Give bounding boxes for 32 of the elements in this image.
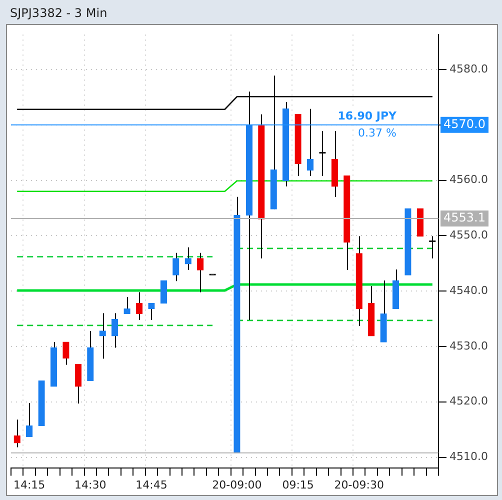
x-tick-label: 14:30	[74, 478, 106, 492]
candlestick	[62, 342, 70, 366]
annotation: 0.37 %	[358, 126, 397, 140]
candlestick	[196, 252, 204, 293]
y-tick-label: 4550.0	[450, 228, 488, 242]
candlestick	[136, 292, 143, 320]
y-tick-label: 4510.0	[450, 450, 488, 464]
y-tick-label: 4540.0	[450, 284, 488, 297]
candlestick	[99, 312, 106, 360]
y-tick-label: 4520.0	[450, 394, 488, 408]
candlestick	[172, 252, 180, 282]
y-tick-label: 4560.0	[450, 173, 488, 186]
candlestick	[124, 296, 130, 314]
candlestick	[184, 246, 192, 271]
candlestick	[74, 364, 82, 404]
annotation: 16.90 JPY	[338, 109, 398, 122]
ref-line-label: 4553.1	[444, 210, 486, 225]
y-tick-label: 4580.0	[450, 62, 488, 76]
y-tick-label: 4530.0	[450, 339, 488, 352]
chart-title: SJPJ3382 - 3 Min	[10, 6, 108, 20]
x-tick-label: 14:15	[13, 478, 46, 492]
candlestick	[160, 280, 168, 304]
candlestick	[26, 402, 33, 438]
candlestick	[148, 302, 155, 320]
x-tick-label: 09:15	[282, 478, 314, 492]
x-tick-label: 20-09:00	[212, 478, 262, 492]
ref-line-label: 4570.0	[444, 117, 486, 132]
x-tick-label: 20-09:30	[334, 478, 384, 492]
candlestick	[111, 312, 118, 348]
candlestick	[306, 108, 314, 176]
candlestick	[14, 419, 20, 448]
x-tick-label: 14:45	[136, 478, 168, 492]
